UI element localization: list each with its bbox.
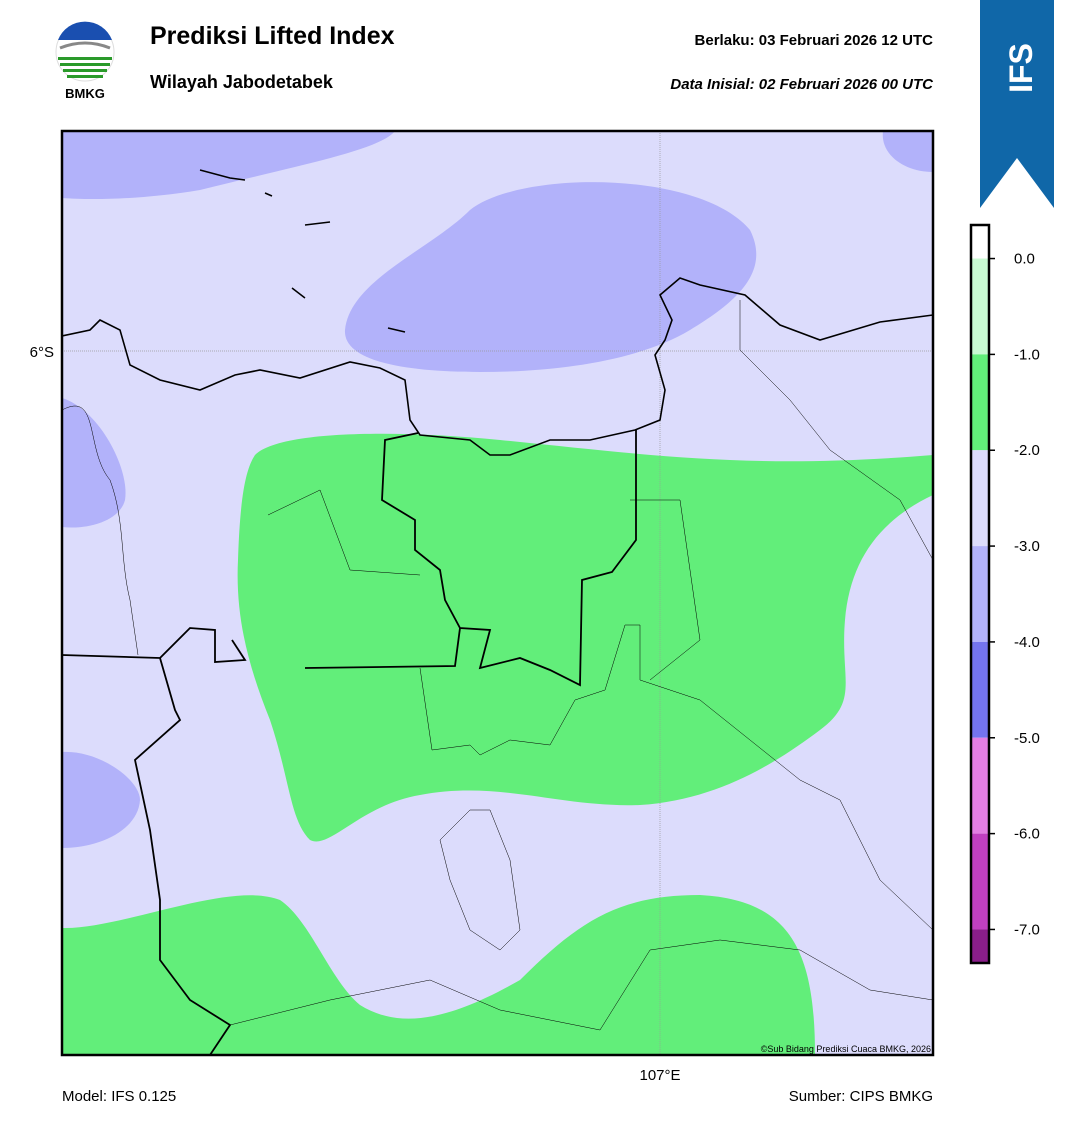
colorbar-tick-label: -3.0 bbox=[1014, 538, 1040, 555]
footer-model: Model: IFS 0.125 bbox=[62, 1088, 176, 1105]
colorbar-frame bbox=[969, 223, 991, 965]
footer-source: Sumber: CIPS BMKG bbox=[789, 1088, 933, 1105]
colorbar-tick-label: -6.0 bbox=[1014, 826, 1040, 843]
logo-text: BMKG bbox=[65, 86, 105, 101]
init-time: Data Inisial: 02 Februari 2026 00 UTC bbox=[670, 76, 934, 93]
colorbar-band bbox=[971, 833, 989, 930]
colorbar: 0.0 -1.0 -2.0 -3.0 -4.0 -5.0 -6.0 -7.0 bbox=[969, 223, 1040, 965]
colorbar-band bbox=[971, 546, 989, 642]
lon-label: 107°E bbox=[639, 1067, 680, 1084]
colorbar-tick-label: -7.0 bbox=[1014, 921, 1040, 938]
map-frame bbox=[60, 129, 935, 1057]
title: Prediksi Lifted Index bbox=[150, 22, 395, 50]
map bbox=[62, 131, 933, 1055]
colorbar-band bbox=[971, 929, 989, 963]
colorbar-tick-label: -5.0 bbox=[1014, 730, 1040, 747]
subtitle: Wilayah Jabodetabek bbox=[150, 72, 334, 92]
colorbar-band bbox=[971, 641, 989, 738]
logo bbox=[55, 21, 115, 82]
colorbar-band bbox=[971, 354, 989, 451]
colorbar-band bbox=[971, 258, 989, 355]
colorbar-tick-label: -1.0 bbox=[1014, 346, 1040, 363]
badge-text: IFS bbox=[1003, 43, 1039, 93]
lat-label: 6°S bbox=[30, 344, 54, 361]
colorbar-tick-label: -4.0 bbox=[1014, 634, 1040, 651]
credit: ©Sub Bidang Prediksi Cuaca BMKG, 2026 bbox=[761, 1044, 931, 1054]
colorbar-band bbox=[971, 450, 989, 547]
valid-time: Berlaku: 03 Februari 2026 12 UTC bbox=[695, 32, 934, 49]
colorbar-band bbox=[971, 737, 989, 834]
colorbar-tick-label: -2.0 bbox=[1014, 442, 1040, 459]
colorbar-tick-label: 0.0 bbox=[1014, 251, 1035, 268]
badge bbox=[980, 0, 1054, 208]
colorbar-band bbox=[971, 225, 989, 259]
